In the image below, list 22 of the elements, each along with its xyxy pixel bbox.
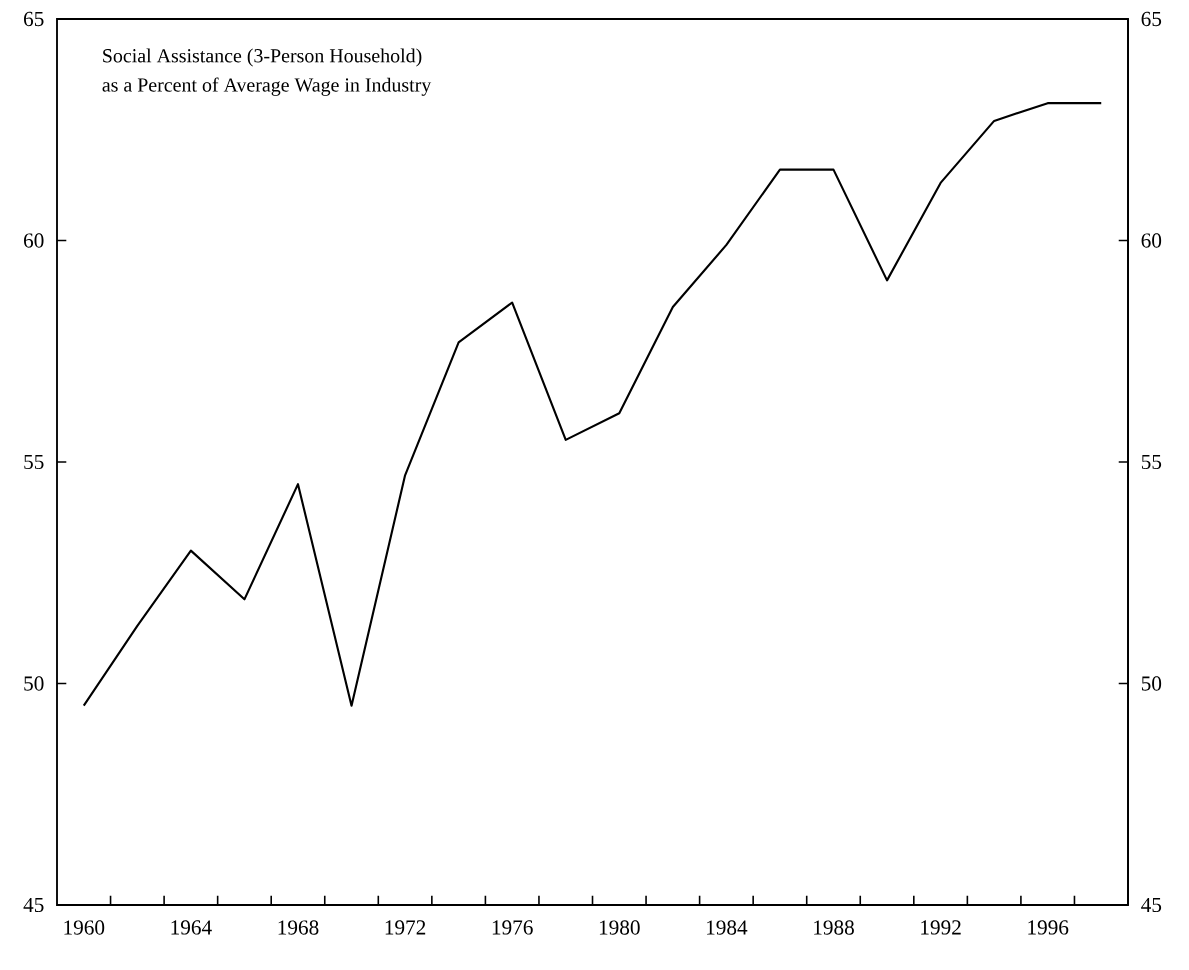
- y2-tick-label: 50: [1141, 676, 1162, 691]
- y2-tick-label: 60: [1141, 233, 1162, 248]
- y2-tick-label: 55: [1141, 454, 1162, 470]
- x-tick-label: 1980: [599, 920, 640, 935]
- x-tick-label: 1964: [171, 920, 212, 935]
- x-tick-label: 1968: [278, 920, 319, 935]
- x-tick-label: 1988: [814, 920, 854, 935]
- text: Social Assistance (3-Person Household): [103, 48, 422, 67]
- y-tick-label: 55: [24, 454, 44, 470]
- x-tick-label: 1984: [707, 920, 748, 935]
- text: as a Percent of Average Wage in Industry: [102, 77, 432, 96]
- x-tick-label: 1992: [921, 920, 961, 935]
- x-tick-label: 1972: [385, 920, 426, 935]
- x-tick-label: 1960: [64, 920, 105, 935]
- x-tick-label: 1996: [1028, 920, 1069, 935]
- y-tick-label: 45: [23, 897, 44, 913]
- y2-tick-label: 45: [1141, 897, 1162, 913]
- y-tick-label: 60: [24, 233, 44, 248]
- y-tick-label: 65: [24, 11, 44, 27]
- y2-tick-label: 65: [1141, 11, 1162, 27]
- y-tick-label: 50: [24, 676, 44, 691]
- x-tick-label: 1976: [492, 920, 533, 935]
